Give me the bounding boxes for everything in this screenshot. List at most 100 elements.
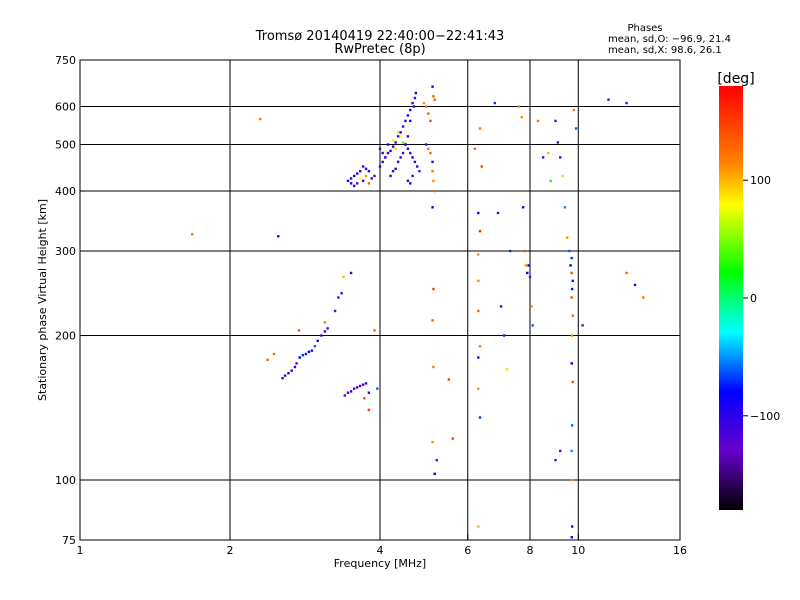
data-point — [352, 174, 356, 178]
data-point — [323, 330, 327, 333]
data-point — [326, 327, 329, 330]
data-point — [367, 408, 371, 412]
data-point — [480, 165, 483, 168]
y-tick-label: 75 — [62, 534, 76, 547]
data-point — [477, 253, 480, 256]
data-point — [431, 160, 434, 164]
legend-phases: Phases mean, sd,O: −96.9, 21.4 mean, sd,… — [608, 23, 731, 56]
data-point — [386, 143, 390, 146]
data-point — [352, 184, 356, 188]
data-point — [409, 108, 412, 112]
data-point — [570, 287, 574, 291]
data-point — [381, 151, 384, 155]
data-point — [549, 179, 552, 183]
x-tick-label: 1 — [77, 544, 84, 557]
data-point — [411, 101, 414, 105]
data-point — [432, 95, 435, 98]
data-point — [363, 397, 366, 400]
data-point — [320, 334, 323, 337]
data-point — [625, 101, 628, 105]
y-axis-label: Stationary phase Virtual Height [km] — [36, 199, 49, 401]
data-point — [432, 179, 435, 183]
data-point — [565, 236, 569, 239]
data-point — [391, 145, 395, 148]
data-point — [478, 229, 482, 233]
data-point — [493, 101, 497, 105]
colorbar-tick-label: 100 — [750, 174, 771, 187]
data-point — [384, 156, 387, 159]
data-point — [404, 119, 407, 123]
data-point — [412, 105, 416, 108]
data-point — [313, 345, 317, 348]
data-point — [541, 156, 545, 159]
data-point — [409, 182, 412, 185]
data-point — [399, 131, 402, 134]
data-point — [364, 167, 368, 171]
data-point — [478, 127, 482, 130]
data-point — [413, 96, 417, 100]
y-tick-label: 600 — [55, 101, 76, 114]
data-point — [367, 182, 371, 185]
legend-line-o: mean, sd,O: −96.9, 21.4 — [608, 34, 731, 45]
data-point — [310, 349, 314, 352]
data-point — [378, 147, 382, 150]
data-point — [356, 182, 359, 185]
data-point — [422, 101, 426, 105]
data-point — [376, 387, 379, 390]
data-point — [571, 279, 575, 283]
data-point — [477, 356, 480, 359]
data-point — [424, 105, 428, 108]
y-tick-label: 300 — [55, 245, 76, 258]
plot-area — [79, 59, 681, 541]
data-point — [394, 147, 397, 150]
data-point — [367, 391, 371, 394]
data-point — [427, 112, 430, 115]
data-point — [349, 177, 353, 180]
data-point — [386, 151, 390, 155]
data-point — [431, 319, 434, 322]
data-point — [411, 174, 414, 178]
data-point — [477, 525, 480, 528]
data-point — [304, 352, 308, 356]
data-point — [433, 98, 436, 101]
colorbar-ticks: 100 0 −100 — [743, 174, 780, 423]
data-point — [642, 296, 645, 299]
data-point — [283, 374, 287, 377]
data-point — [349, 390, 353, 393]
data-point — [342, 275, 345, 279]
data-point — [433, 472, 436, 476]
data-point — [427, 147, 430, 150]
data-point — [295, 362, 298, 365]
data-point — [572, 108, 576, 112]
data-point — [406, 147, 410, 150]
x-tick-label: 2 — [227, 544, 234, 557]
data-point — [323, 321, 327, 324]
x-axis-label: Frequency [MHz] — [334, 557, 426, 570]
data-point — [496, 211, 500, 215]
data-point — [301, 354, 305, 357]
data-point — [571, 478, 575, 482]
y-tick-label: 400 — [55, 185, 76, 198]
data-point — [394, 141, 397, 144]
data-point — [554, 458, 557, 462]
data-point — [381, 160, 384, 164]
data-point — [352, 387, 356, 390]
data-point — [561, 174, 564, 178]
x-tick-label: 6 — [464, 544, 471, 557]
data-point — [406, 179, 410, 183]
data-point — [563, 206, 567, 209]
data-point — [298, 356, 301, 359]
data-point — [340, 292, 343, 295]
data-point — [559, 156, 562, 159]
data-point — [433, 189, 436, 193]
data-point — [607, 98, 610, 101]
data-point — [478, 416, 482, 419]
data-point — [343, 394, 347, 397]
data-point — [389, 174, 392, 178]
data-point — [546, 151, 550, 155]
chart-title: Tromsø 20140419 22:40:00−22:41:43 — [255, 29, 505, 44]
data-point — [367, 169, 371, 173]
data-point — [431, 169, 434, 173]
data-point — [570, 362, 573, 365]
data-point — [364, 382, 368, 385]
